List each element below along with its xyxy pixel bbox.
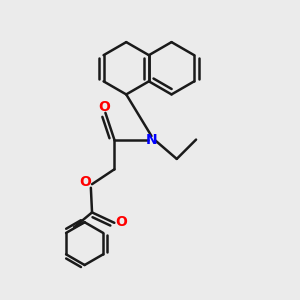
Text: O: O	[98, 100, 110, 115]
Text: N: N	[146, 133, 157, 147]
Text: O: O	[80, 175, 92, 189]
Text: O: O	[115, 214, 127, 229]
